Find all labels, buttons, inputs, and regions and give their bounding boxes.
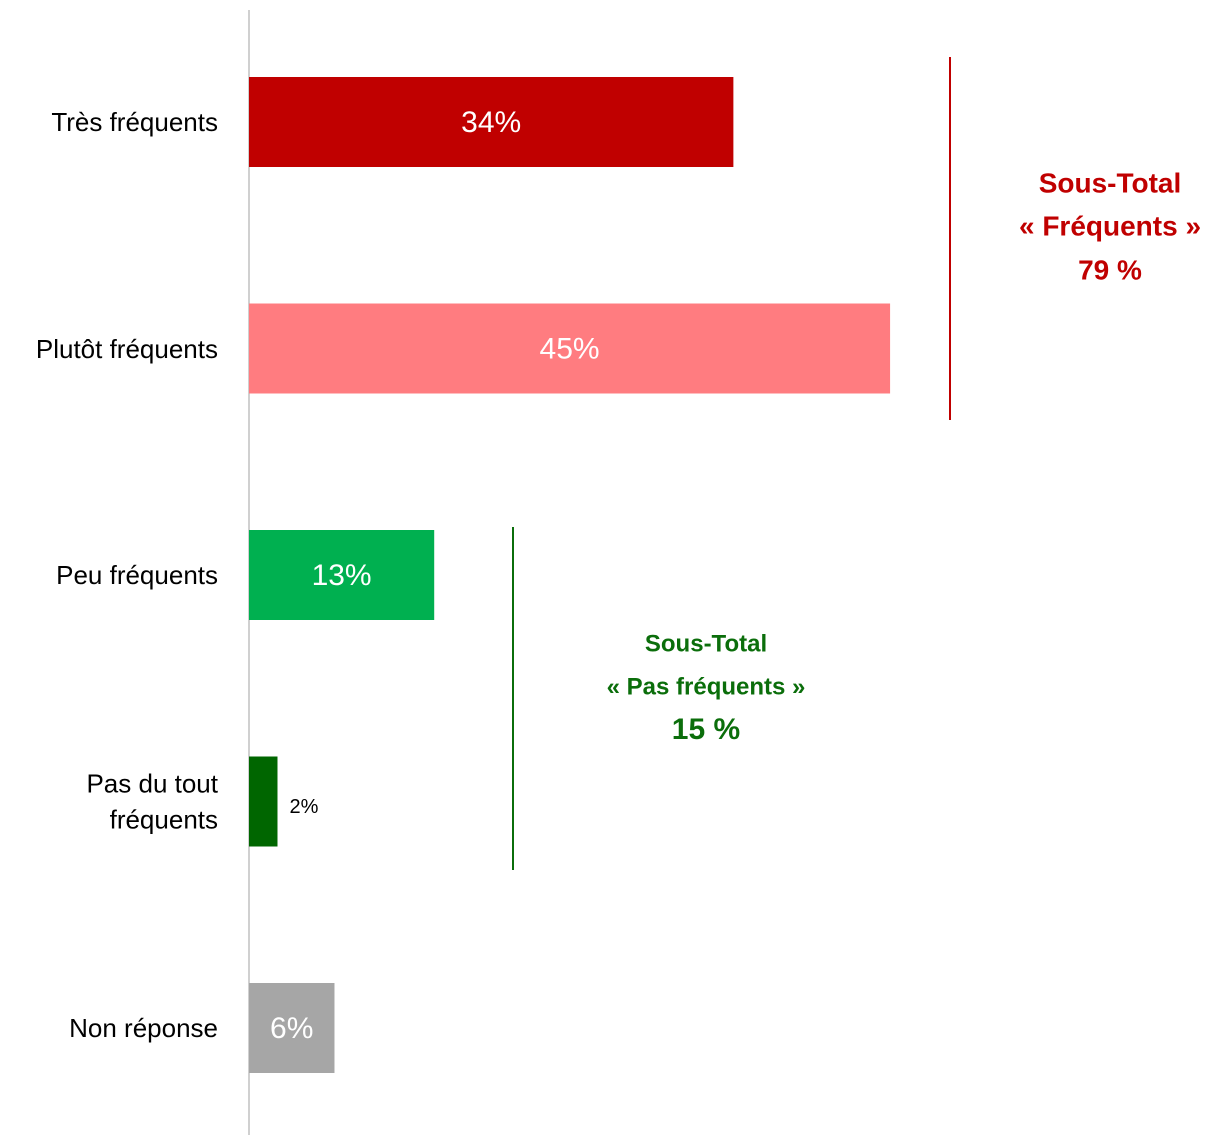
category-label: Non réponse (69, 1012, 218, 1043)
category-label: Pas du tout fréquents (86, 768, 218, 835)
value-label: 6% (270, 1012, 313, 1045)
bar (249, 77, 734, 167)
category-label: Très fréquents (51, 106, 218, 137)
bar (249, 530, 435, 620)
bar (249, 756, 278, 847)
annotation-text: Sous-Total (1039, 167, 1182, 198)
value-label: 45% (540, 332, 600, 365)
bar (249, 983, 335, 1073)
annotation-text: Sous-Total (645, 630, 767, 657)
value-label: 13% (312, 559, 372, 592)
annotation-text: « Fréquents » (1019, 210, 1201, 241)
value-label: 2% (289, 796, 318, 818)
annotation-text: « Pas fréquents » (607, 673, 806, 700)
bar (249, 303, 891, 394)
annotation-text: 79 % (1078, 254, 1142, 285)
category-label: Plutôt fréquents (35, 333, 218, 364)
annotation-text: 15 % (672, 713, 740, 746)
category-label: Peu fréquents (56, 559, 218, 590)
value-label: 34% (461, 106, 521, 139)
